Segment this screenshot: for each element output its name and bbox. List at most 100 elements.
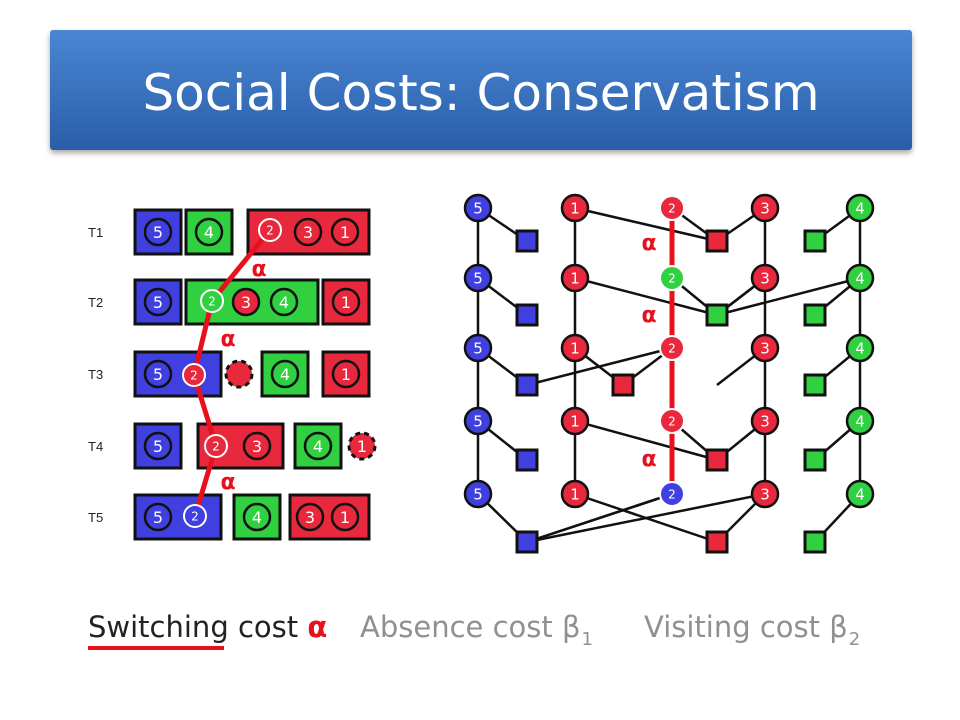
blue-group-square-t4	[515, 448, 539, 472]
member-node-t4-1-label: 5	[153, 437, 163, 456]
graph-actor-node-t5	[659, 481, 685, 507]
member-node-t3-1	[143, 359, 173, 389]
graph-blue-node-t4-label: 5	[473, 412, 483, 430]
member-node-t5-2	[242, 502, 272, 532]
graph-edge-41	[526, 492, 673, 544]
row-label-t3: T3	[88, 367, 103, 382]
graph-edge-33	[574, 276, 718, 317]
graph-blue-node-t4	[463, 406, 493, 436]
graph-green-node-t2	[845, 263, 875, 293]
title-banner: Social Costs: Conservatism	[50, 30, 912, 150]
member-node-t3-3	[270, 359, 300, 389]
graph-actor-node-t3-label: 2	[668, 341, 676, 355]
graph-alpha-t1-t2: α	[641, 231, 656, 256]
actor-node-t3	[182, 363, 206, 387]
member-node-t5-3-label: 3	[305, 508, 315, 527]
graph-green-node-t3	[845, 333, 875, 363]
graph-blue-node-t3	[463, 333, 493, 363]
green-group-square-t4	[803, 448, 827, 472]
graph-red1-node-t3-label: 1	[570, 339, 580, 357]
graph-green-node-t5	[845, 479, 875, 509]
switching-word: Switching	[88, 610, 229, 644]
graph-actor-node-t3	[659, 335, 685, 361]
graph-actor-node-t4	[659, 408, 685, 434]
graph-edge-39	[526, 346, 673, 387]
red-group-square-t5	[705, 530, 729, 554]
member-node-t2-2	[231, 287, 261, 317]
graph-alpha-t2-t3: α	[641, 303, 656, 328]
graph-red3-node-t5-label: 3	[760, 485, 770, 503]
actor-node-t5-label: 2	[191, 509, 199, 523]
member-node-t2-4-label: 1	[341, 293, 351, 312]
member-node-t2-3	[269, 287, 299, 317]
actor-node-t1	[258, 218, 282, 242]
member-node-t1-4	[330, 217, 360, 247]
member-node-t4-2	[242, 431, 272, 461]
member-node-t1-2	[194, 217, 224, 247]
graph-actor-node-t1-label: 2	[668, 201, 676, 215]
graph-blue-node-t5	[463, 479, 493, 509]
graph-green-node-t4-label: 4	[855, 412, 865, 430]
graph-actor-node-t5-label: 2	[668, 487, 676, 501]
absence-subscript: 1	[581, 629, 593, 650]
member-node-t3-1-label: 5	[153, 365, 163, 384]
member-node-t5-4-label: 1	[340, 508, 350, 527]
member-node-t2-2-label: 3	[241, 293, 251, 312]
actor-node-t5	[183, 504, 207, 528]
blue-group-square-t5	[515, 530, 539, 554]
actor-node-t3-label: 2	[190, 368, 198, 382]
graph-actor-node-t1	[659, 195, 685, 221]
graph-red1-node-t4	[560, 406, 590, 436]
graph-red1-node-t3	[560, 333, 590, 363]
graph-actor-node-t4-label: 2	[668, 414, 676, 428]
red-group-square-t1	[705, 229, 729, 253]
row-label-t2: T2	[88, 295, 103, 310]
green-group-square-t2	[803, 303, 827, 327]
member-node-t4-4-label: 1	[357, 437, 367, 456]
red-group-square-t4	[705, 448, 729, 472]
alpha-label-t2-t3: α	[220, 327, 235, 352]
member-node-t1-3	[293, 217, 323, 247]
visiting-subscript: 2	[848, 629, 861, 650]
switching-symbol: α	[307, 610, 328, 644]
graph-red3-node-t1-label: 3	[760, 199, 770, 217]
actor-node-t4-label: 2	[212, 439, 220, 453]
graph-red1-node-t2-label: 1	[570, 269, 580, 287]
switching-rest: cost	[237, 610, 299, 644]
member-node-t5-3	[295, 502, 325, 532]
member-node-t4-2-label: 3	[252, 437, 262, 456]
graph-red3-node-t5	[750, 479, 780, 509]
absence-cost-caption: Absence cost β1	[360, 610, 593, 650]
alpha-label-t1-t2: α	[251, 257, 266, 282]
member-node-t1-1-label: 5	[153, 223, 163, 242]
row-label-t1: T1	[88, 225, 103, 240]
graph-red1-node-t1-label: 1	[570, 199, 580, 217]
member-node-t5-2-label: 4	[252, 508, 262, 527]
graph-green-node-t2-label: 4	[855, 269, 865, 287]
graph-red1-node-t4-label: 1	[570, 412, 580, 430]
switching-underline	[88, 646, 224, 650]
row-label-t5: T5	[88, 510, 103, 525]
absence-text: Absence cost β	[360, 610, 581, 644]
graph-blue-node-t3-label: 5	[473, 339, 483, 357]
graph-actor-node-t2	[659, 265, 685, 291]
graph-blue-node-t1	[463, 193, 493, 223]
member-node-t3-4	[331, 359, 361, 389]
member-node-t2-1	[143, 287, 173, 317]
graph-blue-node-t2-label: 5	[473, 269, 483, 287]
visiting-cost-caption: Visiting cost β2	[644, 610, 860, 650]
actor-node-t2-label: 2	[208, 294, 216, 308]
graph-edge-42	[526, 492, 766, 544]
graph-edge-35	[574, 419, 718, 462]
graph-blue-node-t2	[463, 263, 493, 293]
actor-node-t1-label: 2	[266, 223, 274, 237]
graph-red3-node-t4	[750, 406, 780, 436]
graph-red3-node-t4-label: 3	[760, 412, 770, 430]
member-node-t5-1-label: 5	[153, 508, 163, 527]
member-node-t3-2	[224, 359, 254, 389]
left-panel: T1 T2 T3 T4 T5 5 4 3 1 5 3 4 1 5 4 1 5 3 4 1 5 4 3 1 2 2 2 2 2 α α α	[88, 208, 377, 541]
graph-red3-node-t1	[750, 193, 780, 223]
graph-edge-32	[574, 206, 718, 243]
